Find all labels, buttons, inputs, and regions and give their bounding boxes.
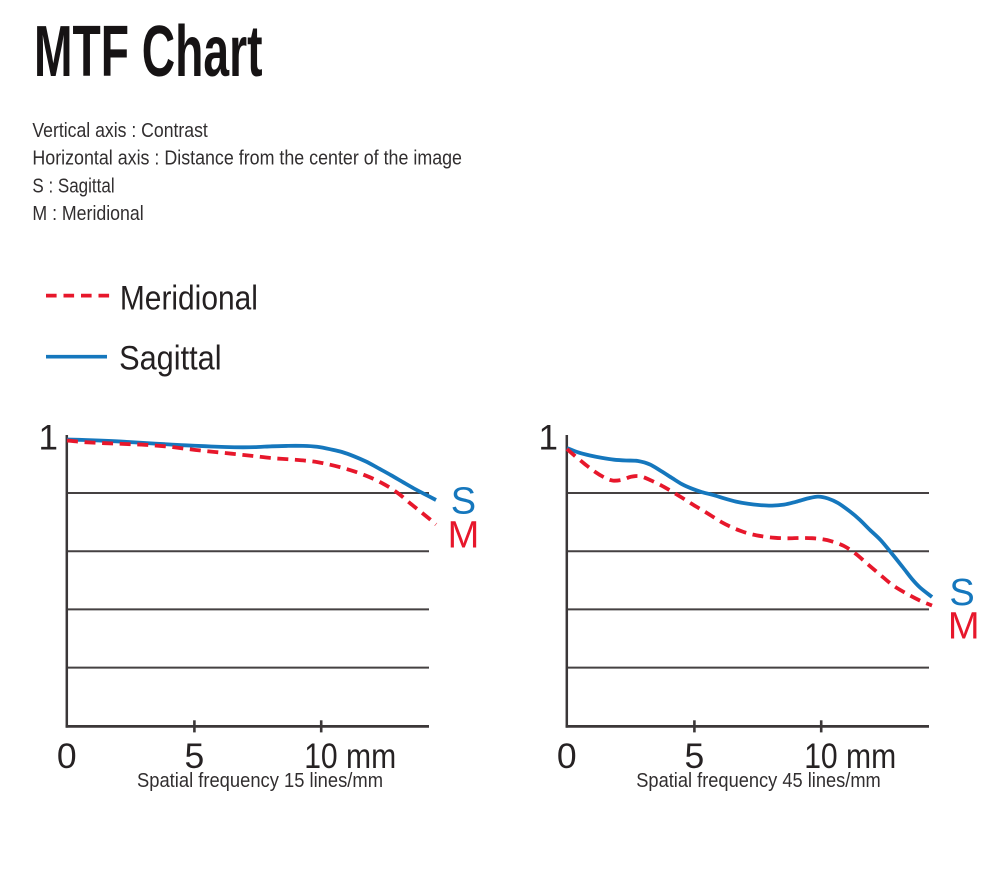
svg-text:5: 5 — [185, 736, 205, 776]
svg-text:MTF Chart: MTF Chart — [34, 11, 263, 92]
svg-text:1: 1 — [539, 419, 558, 458]
svg-text:10 mm: 10 mm — [804, 736, 896, 776]
svg-text:Meridional: Meridional — [120, 279, 258, 317]
svg-text:Spatial frequency 45 lines/mm: Spatial frequency 45 lines/mm — [636, 770, 881, 792]
svg-text:S: S — [949, 572, 974, 614]
svg-text:Horizontal axis : Distance fro: Horizontal axis : Distance from the cent… — [32, 148, 462, 170]
svg-text:10 mm: 10 mm — [304, 736, 396, 776]
svg-text:M : Meridional: M : Meridional — [32, 203, 143, 225]
svg-text:Sagittal: Sagittal — [119, 340, 222, 378]
svg-text:S: S — [451, 481, 476, 523]
svg-text:M: M — [948, 606, 980, 648]
svg-text:1: 1 — [39, 419, 58, 458]
svg-text:5: 5 — [685, 736, 705, 776]
svg-text:Spatial frequency 15 lines/mm: Spatial frequency 15 lines/mm — [137, 770, 383, 792]
svg-text:M: M — [448, 514, 480, 556]
svg-text:0: 0 — [57, 736, 77, 776]
svg-text:S : Sagittal: S : Sagittal — [32, 175, 114, 197]
svg-text:Vertical axis : Contrast: Vertical axis : Contrast — [32, 120, 208, 142]
svg-text:0: 0 — [557, 736, 577, 776]
